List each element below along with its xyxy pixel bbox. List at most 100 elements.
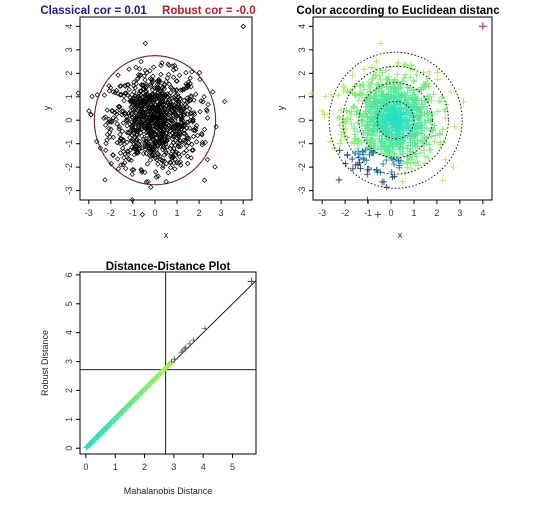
- data-point: [147, 128, 154, 134]
- data-point: [148, 131, 154, 137]
- data-point: [175, 122, 181, 128]
- data-point: [178, 113, 184, 120]
- data-point: [174, 91, 181, 98]
- data-point: [365, 166, 373, 173]
- data-point: [179, 117, 186, 123]
- data-point: [177, 130, 184, 137]
- data-point: [351, 131, 358, 138]
- data-point: [169, 155, 175, 161]
- data-point: [353, 127, 361, 135]
- data-point: [132, 106, 139, 113]
- data-point: [178, 349, 185, 356]
- data-point: [369, 76, 376, 83]
- data-point: [182, 130, 188, 137]
- panel1-x-tick-label: -3: [85, 208, 93, 218]
- data-point: [129, 103, 135, 110]
- data-point: [377, 76, 384, 84]
- panel2-x-tick-label: 1: [411, 208, 416, 218]
- data-point: [343, 118, 350, 125]
- data-point: [391, 151, 398, 159]
- panel3-y-tick-label: 6: [64, 272, 74, 277]
- data-point: [117, 92, 123, 98]
- data-point: [351, 103, 358, 110]
- data-point: [133, 143, 140, 150]
- data-point: [75, 90, 81, 96]
- data-point: [367, 84, 374, 91]
- data-point: [358, 116, 365, 123]
- data-point: [410, 149, 417, 156]
- data-point: [137, 109, 143, 115]
- data-point: [400, 74, 408, 82]
- data-point: [138, 92, 144, 98]
- data-point: [102, 177, 108, 183]
- data-point: [125, 155, 132, 162]
- data-point: [148, 83, 154, 90]
- data-point: [166, 116, 173, 122]
- data-point: [370, 75, 377, 82]
- data-point: [347, 116, 354, 123]
- data-point: [171, 94, 177, 101]
- data-point: [182, 138, 188, 145]
- panel3-x-tick-label: 0: [83, 462, 88, 472]
- data-point: [200, 99, 206, 105]
- data-point: [373, 58, 380, 65]
- data-point: [135, 95, 141, 101]
- data-point: [88, 112, 94, 118]
- data-point: [348, 139, 355, 146]
- data-point: [117, 140, 123, 147]
- data-point: [134, 148, 141, 155]
- data-point: [170, 67, 177, 73]
- data-point: [84, 443, 91, 450]
- data-point: [139, 133, 145, 139]
- data-point: [129, 171, 135, 178]
- data-point: [348, 155, 356, 163]
- data-point: [167, 360, 174, 367]
- data-point: [184, 153, 191, 160]
- data-point: [142, 103, 148, 110]
- data-point: [397, 85, 404, 93]
- data-point: [115, 166, 122, 172]
- data-point: [342, 160, 349, 167]
- data-point: [196, 69, 203, 76]
- data-point: [123, 118, 130, 124]
- data-point: [380, 178, 388, 185]
- data-point: [117, 150, 124, 156]
- data-point: [140, 150, 147, 157]
- data-point: [153, 174, 160, 180]
- data-point: [118, 162, 124, 168]
- data-point: [140, 97, 146, 103]
- data-point: [181, 86, 188, 92]
- data-point: [140, 136, 147, 142]
- data-point: [122, 90, 128, 96]
- data-point: [147, 123, 153, 130]
- panel3-x-axis-label: Mahalanobis Distance: [124, 486, 213, 496]
- data-point: [197, 108, 203, 115]
- data-point: [202, 325, 209, 332]
- data-point: [107, 85, 114, 91]
- data-point: [163, 141, 169, 147]
- data-point: [402, 71, 409, 78]
- data-point: [159, 90, 166, 96]
- data-point: [199, 130, 205, 137]
- data-point: [120, 137, 126, 143]
- data-point: [177, 137, 183, 144]
- data-point: [109, 107, 115, 114]
- data-point: [354, 119, 362, 127]
- data-point: [425, 113, 432, 121]
- data-point: [119, 111, 125, 118]
- data-point: [124, 92, 131, 98]
- data-point: [134, 132, 140, 139]
- data-point: [190, 147, 196, 153]
- data-point: [137, 121, 144, 128]
- data-point: [213, 124, 219, 130]
- data-point: [145, 140, 152, 146]
- data-point: [136, 142, 143, 149]
- data-point: [330, 144, 338, 152]
- data-point: [430, 91, 437, 98]
- panel1-tolerance-ellipse: [93, 55, 217, 186]
- data-point: [360, 81, 367, 88]
- data-point: [391, 116, 399, 123]
- data-point: [413, 72, 420, 79]
- data-point: [161, 366, 168, 373]
- data-point: [347, 111, 355, 118]
